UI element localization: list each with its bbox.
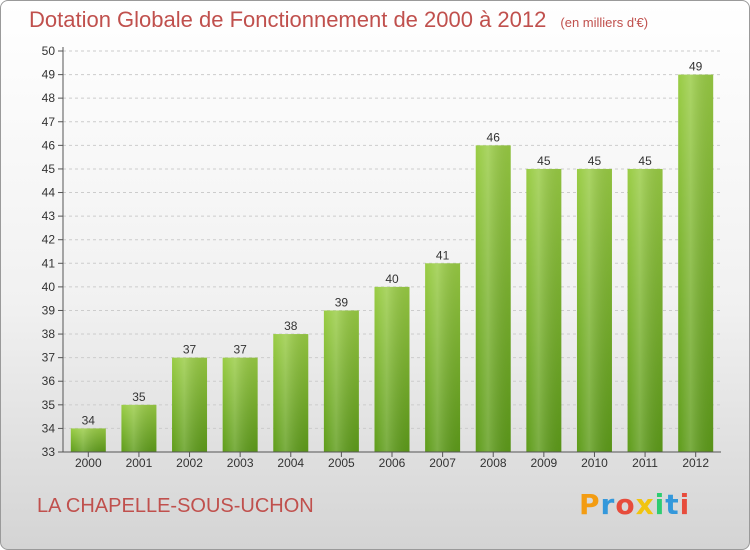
value-label: 46 <box>487 130 501 144</box>
bar-shine <box>425 263 461 452</box>
x-tick-labels: 2000 2001 2002 2003 2004 2005 2006 2007 2008 2009… <box>75 452 709 470</box>
y-tick-label: 33 <box>42 445 56 459</box>
x-tick-label: 2000 <box>75 456 102 470</box>
bar-shine <box>121 404 157 452</box>
logo-letter: o <box>615 488 636 521</box>
y-tick-label: 36 <box>42 374 56 388</box>
x-tick-label: 2002 <box>176 456 203 470</box>
logo-letter: t <box>665 488 680 521</box>
value-label: 45 <box>588 154 602 168</box>
bar-shine <box>70 428 106 452</box>
value-label: 37 <box>233 343 247 357</box>
y-tick-label: 50 <box>42 44 56 58</box>
chart-title: Dotation Globale de Fonctionnement de 20… <box>29 7 648 33</box>
bar-shine <box>172 357 208 452</box>
value-labels: 34 35 37 37 38 39 40 41 46 45 45 45 49 <box>82 60 703 428</box>
bar-shine <box>374 286 410 452</box>
bar-shine <box>273 334 309 452</box>
x-tick-label: 2009 <box>530 456 557 470</box>
x-tick-label: 2007 <box>429 456 456 470</box>
y-tick-label: 43 <box>42 209 56 223</box>
y-tick-label: 45 <box>42 162 56 176</box>
value-label: 34 <box>82 413 96 427</box>
value-label: 37 <box>183 343 197 357</box>
value-label: 45 <box>638 154 652 168</box>
y-tick-label: 46 <box>42 138 56 152</box>
value-label: 49 <box>689 60 703 74</box>
title-text: Dotation Globale de Fonctionnement de 20… <box>29 7 547 32</box>
y-tick-label: 38 <box>42 327 56 341</box>
x-tick-label: 2001 <box>126 456 153 470</box>
y-tick-label: 44 <box>42 186 56 200</box>
x-tick-label: 2012 <box>682 456 709 470</box>
y-tick-label: 37 <box>42 351 56 365</box>
y-tick-label: 47 <box>42 115 56 129</box>
y-tick-label: 34 <box>42 421 56 435</box>
value-label: 39 <box>335 295 349 309</box>
y-tick-label: 35 <box>42 398 56 412</box>
bar-shine <box>526 168 562 453</box>
bar-shine <box>222 357 258 452</box>
logo-letter: i <box>679 488 691 521</box>
bar-shine <box>323 310 359 452</box>
y-tick-label: 39 <box>42 303 56 317</box>
value-label: 45 <box>537 154 551 168</box>
commune-name: LA CHAPELLE-SOUS-UCHON <box>37 495 314 517</box>
bar-shine <box>475 145 511 452</box>
y-tick-label: 42 <box>42 233 56 247</box>
y-tick-labels: 33 34 35 36 37 38 39 40 41 42 43 44 45 46 47 48 49 50 <box>42 44 56 459</box>
value-label: 35 <box>132 390 146 404</box>
bar-shine <box>576 168 612 453</box>
y-tick-label: 40 <box>42 280 56 294</box>
x-tick-label: 2011 <box>632 456 658 470</box>
logo-letter: i <box>654 488 666 521</box>
value-label: 41 <box>436 248 450 262</box>
bar-shine <box>627 168 663 453</box>
y-tick-label: 48 <box>42 91 56 105</box>
value-label: 40 <box>385 272 399 286</box>
logo-letter: x <box>635 488 655 521</box>
x-tick-label: 2005 <box>328 456 355 470</box>
x-tick-label: 2008 <box>480 456 507 470</box>
logo-letter: P <box>579 488 601 521</box>
value-label: 38 <box>284 319 298 333</box>
x-tick-label: 2006 <box>379 456 406 470</box>
x-tick-label: 2004 <box>277 456 304 470</box>
proxiti-logo: Proxiti <box>579 488 690 521</box>
unit-label: (en milliers d'€) <box>560 15 649 30</box>
logo-letter: r <box>600 488 616 521</box>
x-tick-label: 2010 <box>581 456 608 470</box>
x-tick-label: 2003 <box>227 456 254 470</box>
axes <box>62 47 721 453</box>
bar-shine <box>678 74 714 453</box>
y-tick-label: 49 <box>42 68 56 82</box>
bars <box>70 74 714 453</box>
y-tick-label: 41 <box>42 256 56 270</box>
